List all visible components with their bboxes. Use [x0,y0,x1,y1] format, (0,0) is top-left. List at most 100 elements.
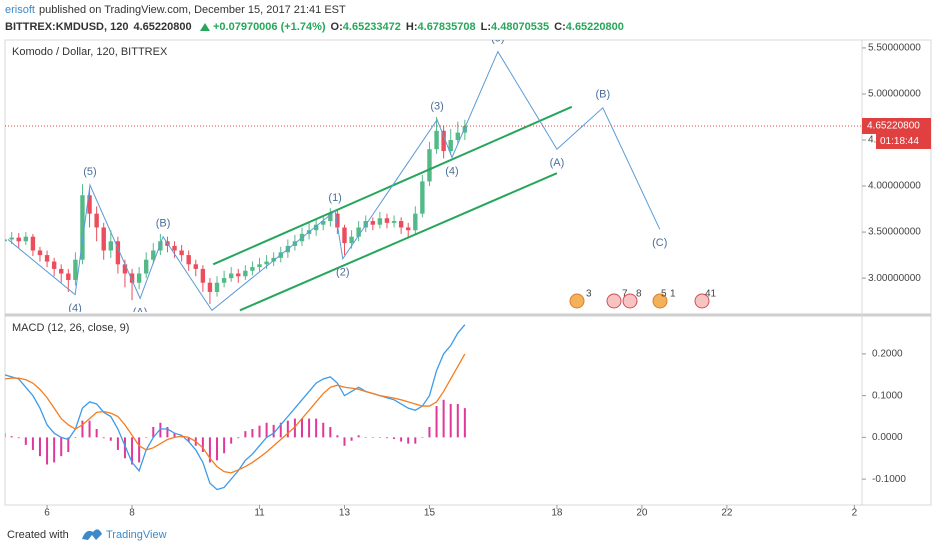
quote-line: +0.07970006 (+1.74%) O:4.65233472 H:4.6783… [213,21,624,33]
signal-line [5,353,466,474]
author[interactable]: erisoft [5,4,35,16]
y-tick-label: 5.50000000 [868,43,921,54]
histogram-bar [315,418,318,438]
histogram-bar [407,437,410,444]
candle-body [136,273,142,283]
histogram-bar [456,403,459,438]
candle-body [73,259,78,280]
wave-label: (1) [328,192,341,204]
candle-body [342,227,347,244]
y-tick-label: 4.00000000 [868,181,921,192]
candle-body [335,213,340,228]
candle-body [16,237,21,242]
candle-body [172,245,177,251]
last-price-box [862,117,931,134]
histogram-bar [385,437,388,439]
ohlc-value: 4.67835708 [418,21,476,33]
change: +0.07970006 (+1.74%) [213,21,326,33]
candle-body [250,267,255,271]
candle-body [427,149,432,182]
x-tick-label: 11 [254,508,265,519]
candle-body [228,273,234,279]
candle-body [87,195,92,214]
candle-body [158,241,163,251]
candle-body [356,227,361,237]
wave-label: (4) [68,303,81,315]
histogram-bar [463,408,466,438]
candle-body [455,132,461,140]
brand[interactable]: TradingView [106,529,167,541]
macd-line [5,324,466,491]
event-count: 3 [586,289,592,300]
histogram-bar [53,437,56,463]
histogram-bar [187,437,190,442]
candle-body [108,241,113,251]
candle-body [384,218,390,223]
brand-logo [82,529,102,540]
candle-body [5,239,7,242]
events: 3 7 8 5 1 41 [569,289,717,309]
x-tick-label: 6 [44,508,50,519]
histogram-bar [237,437,240,439]
candle-body [214,282,220,292]
candle-body [377,218,383,225]
histogram-bar [138,437,141,463]
histogram-bar [152,426,155,438]
candle-body [207,282,213,292]
event-icon[interactable] [569,293,585,309]
histogram-bar [180,436,183,438]
candle-body [151,250,156,260]
histogram-bar [400,437,403,442]
x-tick-label: 8 [129,508,135,519]
event-icon[interactable] [606,293,622,309]
histogram-bar [17,437,20,439]
candle-body [434,130,439,150]
symbol-line: BITTREX:KMDUSD, 120 4.65220800 [5,21,192,33]
candle-body [94,213,99,228]
event-count: 8 [636,289,642,300]
candle-body [23,236,29,242]
main-pane: (4) (5) (A) (B) (1) (2) (3) (4) (5) (A) (B) (C) [5,40,862,315]
wave-label: (C) [652,237,667,249]
event-icon[interactable] [652,293,668,309]
histogram-bar [10,436,13,438]
y-tick-label: -0.1000 [872,474,906,485]
y-tick-label: 0.1000 [872,390,903,401]
histogram-bar [95,429,98,438]
x-tick-label: 13 [339,508,351,519]
event-count: 5 [661,289,667,300]
candle-body [80,195,85,260]
candle-body [420,181,425,214]
event-icon[interactable] [694,293,710,309]
histogram-bar [159,422,162,438]
histogram-bar [343,437,346,446]
histogram-bar [244,431,247,438]
last: 4.65220800 [133,21,191,33]
histogram-bar [109,437,112,441]
published: published on TradingView.com, December 1… [39,4,346,16]
histogram-bar [442,399,445,438]
candle-body [37,250,43,256]
countdown-box [876,133,931,149]
event-icon[interactable] [622,293,638,309]
histogram-bar [322,422,325,438]
ohlc-value: 4.65233472 [343,21,401,33]
x-tick-label: 2 [852,508,858,519]
last-price-label: 4.65220800 [867,121,920,132]
ohlc-value: 4.48070535 [491,21,549,33]
histogram-bar [223,437,226,454]
macd-title: MACD (12, 26, close, 9) [12,322,129,334]
ohlc-key: H: [406,21,418,33]
histogram-bar [265,422,268,438]
histogram-bar [449,403,452,438]
histogram-bar [67,437,70,452]
wave-label: (2) [336,267,349,279]
x-tick-label: 20 [636,508,648,519]
histogram-bar [428,426,431,438]
countdown: 01:18:44 [880,136,919,147]
ohlc-key: C: [554,21,566,33]
histogram-bar [102,437,105,439]
x-tick-label: 22 [721,508,733,519]
candle-body [406,227,411,231]
wave-label: (B) [156,218,171,230]
